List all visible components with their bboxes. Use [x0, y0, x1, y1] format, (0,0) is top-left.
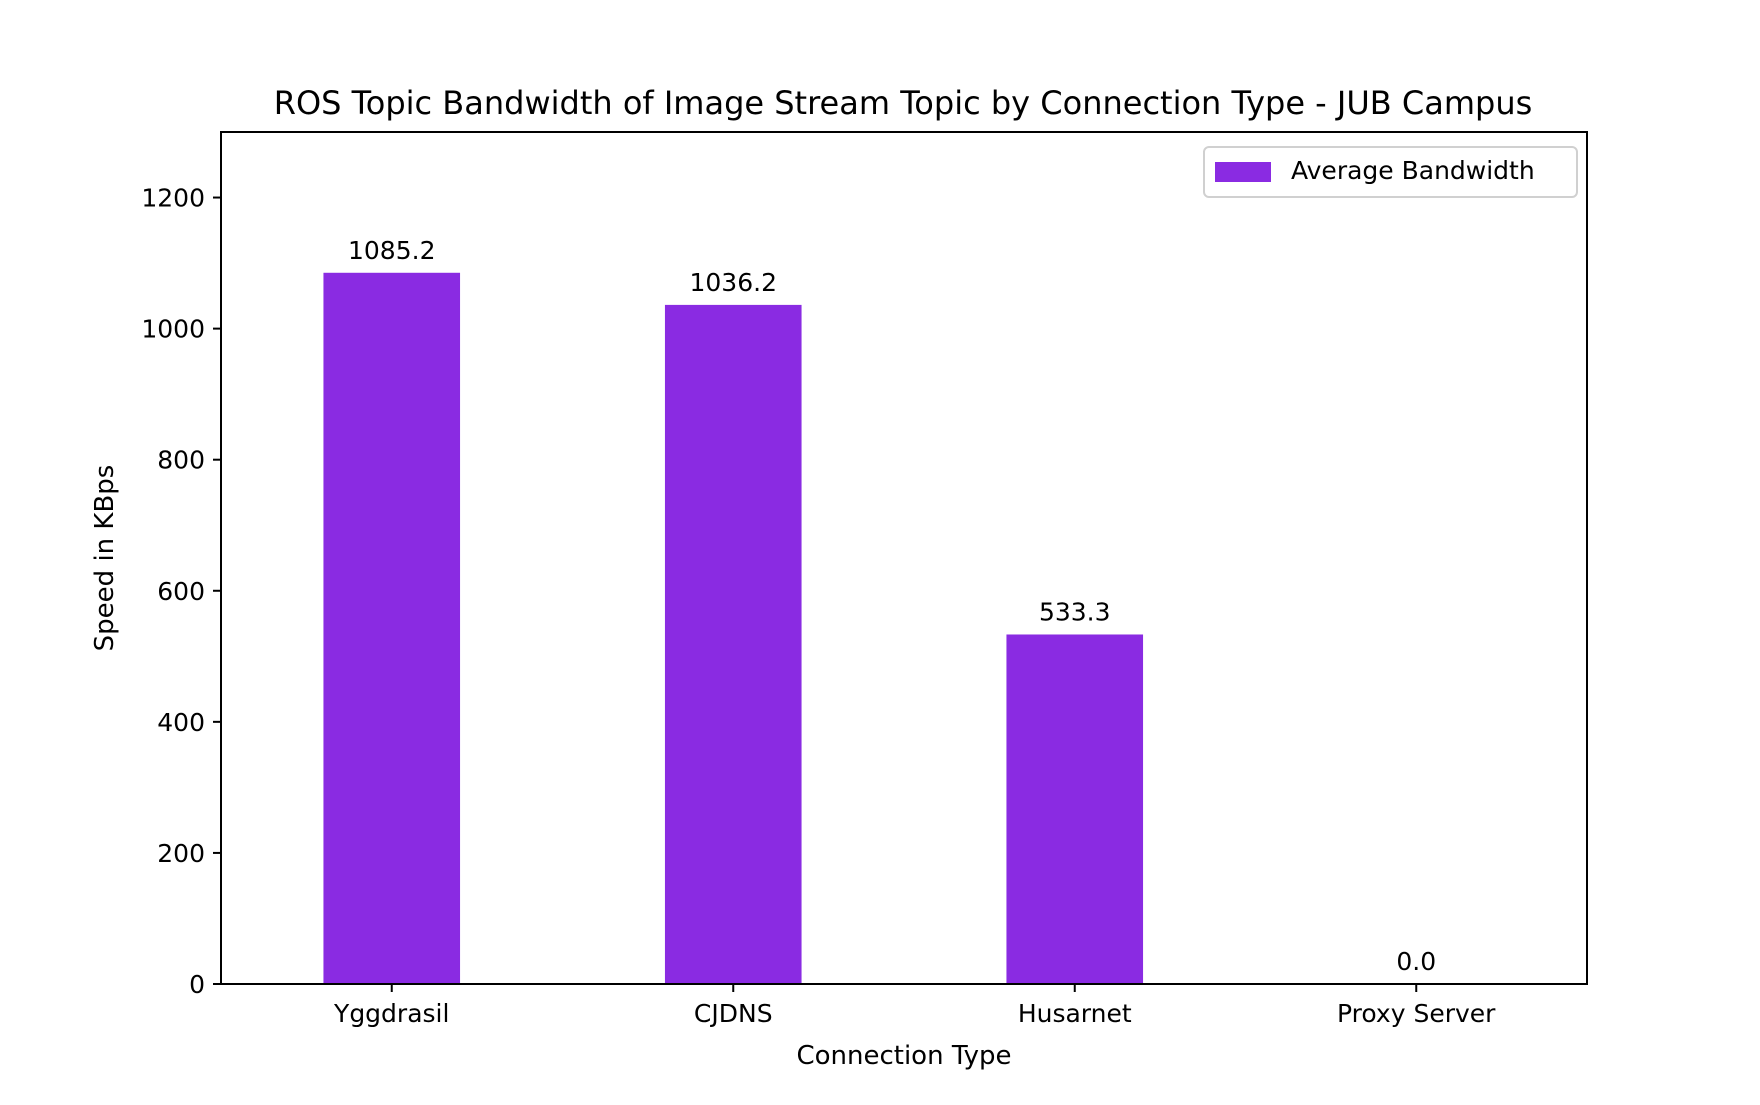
bar: [323, 272, 461, 984]
y-tick-label: 200: [157, 839, 205, 868]
x-tick-label: CJDNS: [694, 999, 773, 1028]
x-axis-label: Connection Type: [796, 1041, 1011, 1071]
bar-value-label: 0.0: [1396, 947, 1436, 976]
bars: [323, 272, 1144, 984]
y-tick-label: 600: [157, 577, 205, 606]
bar-value-labels: 1085.2 1036.2 533.3 0.0: [348, 236, 1436, 976]
x-tick-label: Yggdrasil: [333, 999, 449, 1028]
y-axis-label: Speed in KBps: [90, 465, 120, 652]
y-tick-label: 1200: [141, 184, 205, 213]
x-tick-label: Proxy Server: [1337, 999, 1496, 1028]
legend-box: [1203, 146, 1578, 198]
legend: Average Bandwidth: [1203, 146, 1578, 198]
bar-value-label: 1036.2: [690, 268, 777, 297]
bar-value-label: 533.3: [1039, 597, 1111, 626]
y-axis-ticks: 0 200 400 600 800 1000 1200: [141, 184, 221, 999]
chart-title: ROS Topic Bandwidth of Image Stream Topi…: [274, 84, 1533, 122]
bar-value-label: 1085.2: [348, 236, 435, 265]
y-tick-label: 400: [157, 708, 205, 737]
bar: [664, 304, 802, 984]
legend-label: Average Bandwidth: [1291, 156, 1535, 185]
y-tick-label: 1000: [141, 315, 205, 344]
bar: [1006, 634, 1144, 984]
y-tick-label: 0: [189, 970, 205, 999]
legend-swatch: [1215, 162, 1271, 182]
plot-frame: [220, 131, 1588, 985]
y-tick-label: 800: [157, 446, 205, 475]
x-tick-label: Husarnet: [1018, 999, 1132, 1028]
x-axis-ticks: Yggdrasil CJDNS Husarnet Proxy Server: [333, 984, 1496, 1028]
